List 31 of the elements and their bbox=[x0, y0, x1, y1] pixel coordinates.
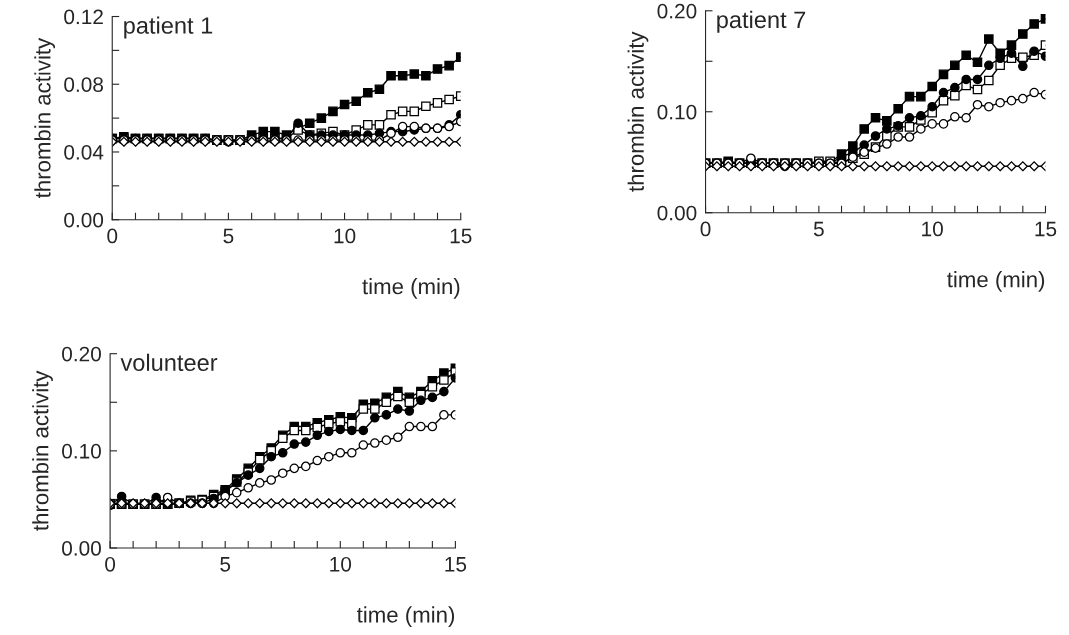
x-tick-label: 0 bbox=[105, 556, 116, 572]
y-tick-label: 0.00 bbox=[62, 541, 101, 556]
x-tick-label: 10 bbox=[330, 556, 352, 572]
x-tick-label: 15 bbox=[450, 228, 472, 244]
y-tick-label: 0.08 bbox=[64, 77, 104, 92]
x-tick-label: 5 bbox=[223, 228, 234, 244]
y-tick-label: 0.04 bbox=[64, 144, 104, 160]
y-tick-label: 0.12 bbox=[64, 9, 103, 25]
chart-title: volunteer bbox=[120, 353, 218, 372]
y-tick-label: 0.10 bbox=[62, 443, 101, 459]
x-axis-title: time (min) bbox=[362, 278, 460, 299]
x-tick-label: 0 bbox=[107, 228, 118, 244]
x-tick-label: 5 bbox=[220, 557, 231, 572]
x-tick-label: 0 bbox=[700, 221, 711, 237]
x-tick-label: 15 bbox=[445, 557, 467, 572]
x-tick-label: 10 bbox=[334, 228, 356, 244]
y-tick-label: 0.10 bbox=[657, 104, 697, 120]
x-tick-label: 15 bbox=[1035, 221, 1057, 237]
x-axis-title: time (min) bbox=[947, 271, 1045, 292]
y-tick-label: 0.20 bbox=[62, 346, 101, 362]
x-axis-title: time (min) bbox=[356, 606, 455, 628]
x-tick-label: 5 bbox=[813, 221, 824, 237]
y-tick-label: 0.00 bbox=[64, 212, 104, 228]
y-tick-label: 0.20 bbox=[657, 3, 697, 19]
chart-title: patient 7 bbox=[717, 10, 806, 33]
chart-title: patient 1 bbox=[124, 16, 213, 39]
y-tick-label: 0.00 bbox=[657, 205, 697, 221]
y-axis-title: thrombin activity bbox=[32, 370, 53, 531]
y-axis-title: thrombin activity bbox=[34, 37, 56, 199]
y-axis-title: thrombin activity bbox=[627, 31, 649, 192]
x-tick-label: 10 bbox=[922, 221, 943, 237]
